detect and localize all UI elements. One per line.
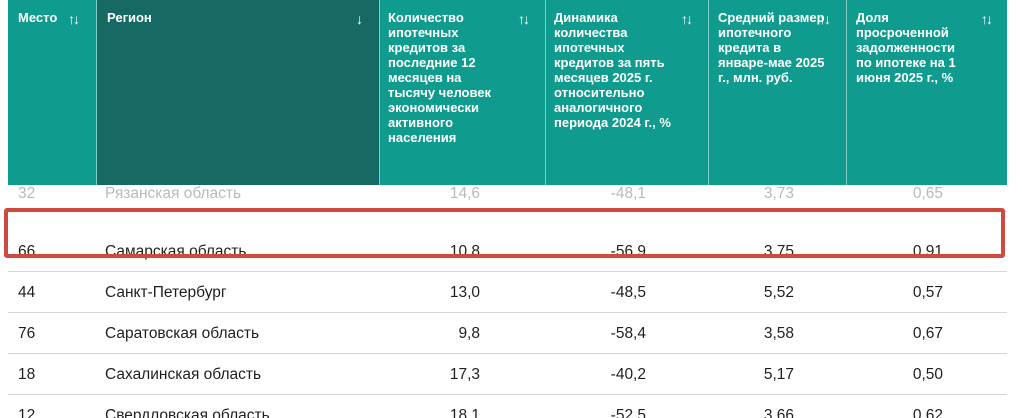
table-row-highlighted[interactable]: 66 Самарская область 10,8 -56,9 3,75 0,9… (8, 231, 1007, 272)
column-header-label: Место (18, 10, 58, 25)
region-cell: Саратовская область (105, 325, 260, 342)
region-cell: Свердловская область (105, 407, 270, 418)
region-cell: Сахалинская область (105, 366, 262, 383)
column-header-place[interactable]: Место ↑↓ (8, 0, 97, 185)
overdue-share-cell: 0,57 (912, 284, 943, 301)
place-cell: 18 (18, 366, 36, 383)
region-cell: Рязанская область (105, 185, 242, 202)
table-row[interactable]: 32 Рязанская область 14,6 -48,1 3,73 0,6… (8, 185, 1007, 212)
column-header-region[interactable]: Регион ↓ (97, 0, 380, 185)
average-size-cell: 3,75 (763, 243, 794, 260)
overdue-share-cell: 0,50 (912, 366, 943, 383)
loan-count-cell: 14,6 (449, 185, 480, 202)
column-header-label: Средний размер ипотечного кредита в янва… (718, 10, 825, 85)
table-row[interactable]: 12 Свердловская область 18,1 -52,5 3,66 … (8, 395, 1007, 418)
overdue-share-cell: 0,65 (912, 185, 943, 202)
column-header-label: Количество ипотечных кредитов за последн… (388, 10, 492, 145)
region-cell: Самарская область (105, 243, 247, 260)
dynamics-cell: -56,9 (610, 243, 646, 260)
column-header-overdue-share[interactable]: Доля просроченной задолженности по ипоте… (847, 0, 1007, 185)
column-header-loan-dynamics[interactable]: Динамика количества ипотечных кредитов з… (546, 0, 709, 185)
dynamics-cell: -52,5 (610, 407, 646, 418)
average-size-cell: 3,73 (763, 185, 794, 202)
ranking-table: Место ↑↓ Регион ↓ Количество ипотечных к… (8, 0, 1007, 418)
column-header-label: Доля просроченной задолженности по ипоте… (856, 10, 956, 85)
average-size-cell: 5,17 (763, 366, 794, 383)
table-row[interactable]: 18 Сахалинская область 17,3 -40,2 5,17 0… (8, 354, 1007, 395)
place-cell: 32 (18, 185, 36, 202)
average-size-cell: 3,58 (763, 325, 794, 342)
dynamics-cell: -48,5 (610, 284, 646, 301)
place-cell: 44 (18, 284, 36, 301)
dynamics-cell: -48,1 (610, 185, 646, 202)
sort-both-icon[interactable]: ↑↓ (518, 11, 530, 27)
column-header-label: Регион (107, 10, 152, 25)
loan-count-cell: 13,0 (449, 284, 480, 301)
sort-both-icon[interactable]: ↑↓ (819, 11, 831, 27)
sort-both-icon[interactable]: ↑↓ (981, 11, 993, 27)
place-cell: 76 (18, 325, 36, 342)
overdue-share-cell: 0,91 (912, 243, 943, 260)
dynamics-cell: -58,4 (610, 325, 646, 342)
table-header: Место ↑↓ Регион ↓ Количество ипотечных к… (8, 0, 1007, 185)
column-header-label: Динамика количества ипотечных кредитов з… (554, 10, 671, 130)
region-cell: Санкт-Петербург (105, 284, 227, 301)
overdue-share-cell: 0,62 (912, 407, 943, 418)
table-body: 32 Рязанская область 14,6 -48,1 3,73 0,6… (8, 185, 1007, 418)
column-header-average-size[interactable]: Средний размер ипотечного кредита в янва… (709, 0, 847, 185)
table-row[interactable]: 44 Санкт-Петербург 13,0 -48,5 5,52 0,57 (8, 272, 1007, 313)
loan-count-cell: 10,8 (449, 243, 480, 260)
sort-both-icon[interactable]: ↑↓ (681, 11, 693, 27)
loan-count-cell: 17,3 (449, 366, 480, 383)
table-row[interactable]: 76 Саратовская область 9,8 -58,4 3,58 0,… (8, 313, 1007, 354)
sort-down-icon[interactable]: ↓ (356, 11, 363, 27)
average-size-cell: 3,66 (763, 407, 794, 418)
place-cell: 66 (18, 243, 36, 260)
loan-count-cell: 18,1 (449, 407, 480, 418)
sort-both-icon[interactable]: ↑↓ (68, 11, 80, 27)
overdue-share-cell: 0,67 (912, 325, 943, 342)
average-size-cell: 5,52 (763, 284, 794, 301)
loan-count-cell: 9,8 (458, 325, 480, 342)
column-header-loan-count[interactable]: Количество ипотечных кредитов за последн… (380, 0, 546, 185)
place-cell: 12 (18, 407, 36, 418)
dynamics-cell: -40,2 (610, 366, 646, 383)
